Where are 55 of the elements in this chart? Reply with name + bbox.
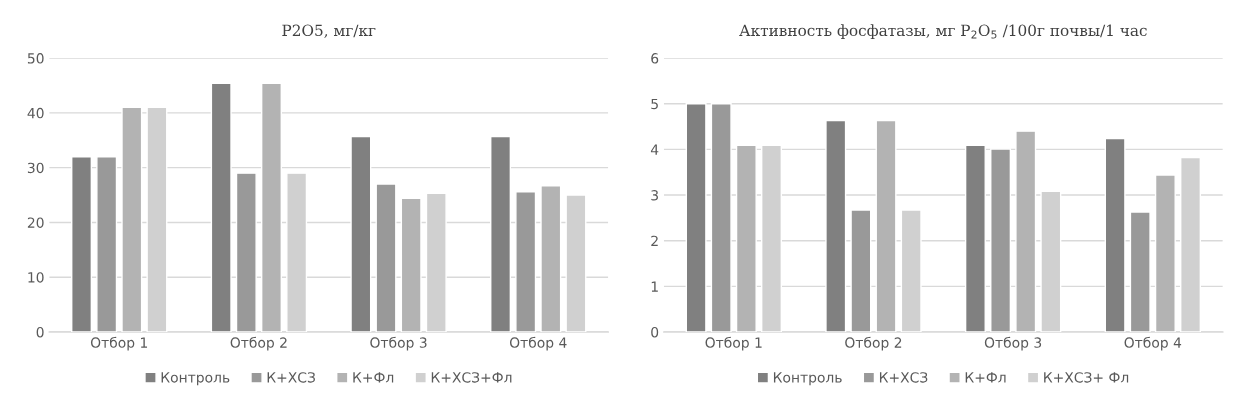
- legend-label: Контроль: [161, 372, 230, 386]
- bar: [375, 183, 397, 332]
- bar: [400, 197, 422, 332]
- x-tick-label: Отбор 4: [509, 336, 567, 351]
- bar: [875, 119, 897, 332]
- y-tick-label: 20: [27, 217, 44, 228]
- bar: [1015, 130, 1037, 332]
- bar: [515, 191, 537, 332]
- x-tick-label: Отбор 3: [370, 336, 427, 351]
- x-tick-label: Отбор 1: [705, 336, 762, 351]
- bar: [990, 148, 1012, 332]
- y-tick-label: 0: [36, 326, 44, 338]
- x-tick-label: Отбор 4: [1124, 336, 1182, 351]
- x-tick-label: Отбор 2: [845, 336, 902, 351]
- bar: [735, 144, 757, 332]
- bar: [350, 135, 372, 332]
- bar: [710, 103, 732, 332]
- x-tick-label: Отбор 3: [984, 336, 1042, 351]
- bar: [1104, 137, 1126, 332]
- y-tick-label: 50: [27, 53, 44, 64]
- legend-label: Контроль: [773, 372, 842, 386]
- chart-title: Активность фосфатазы, мг P$_{2}$O$_{5}$ /100г почвы/1 час: [739, 24, 1147, 40]
- bar: [964, 144, 986, 332]
- bar: [1154, 174, 1176, 332]
- bar: [121, 106, 143, 332]
- chart-title: P2O5, мг/кг: [282, 24, 376, 38]
- bar: [1129, 211, 1151, 332]
- y-tick-label: 10: [28, 272, 44, 283]
- legend-label: К+ХСЗ+ Фл: [1044, 372, 1129, 383]
- y-tick-label: 40: [27, 107, 44, 119]
- y-tick-label: 5: [651, 98, 658, 110]
- y-tick-label: 0: [651, 326, 659, 338]
- bar: [210, 82, 232, 332]
- legend-label: К+Фл: [353, 372, 394, 383]
- bar: [540, 185, 562, 332]
- bar: [825, 119, 847, 332]
- y-tick-label: 3: [651, 190, 658, 201]
- y-tick-label: 6: [651, 53, 659, 64]
- bar: [71, 156, 93, 332]
- legend-label: К+Фл: [965, 372, 1006, 383]
- legend-label: К+ХСЗ: [267, 372, 315, 383]
- bar: [685, 103, 707, 332]
- y-tick-label: 30: [27, 162, 44, 174]
- bar: [490, 135, 512, 332]
- bar: [850, 209, 872, 332]
- y-tick-label: 1: [651, 281, 658, 292]
- y-tick-label: 4: [650, 144, 659, 155]
- legend-label: К+ХСЗ: [879, 372, 928, 383]
- legend-label: К+ХСЗ+Фл: [431, 372, 512, 383]
- y-tick-label: 2: [651, 235, 658, 246]
- bar: [260, 82, 282, 332]
- x-tick-label: Отбор 2: [230, 336, 287, 351]
- bar: [235, 172, 257, 332]
- bar: [96, 156, 118, 332]
- x-tick-label: Отбор 1: [90, 336, 148, 351]
